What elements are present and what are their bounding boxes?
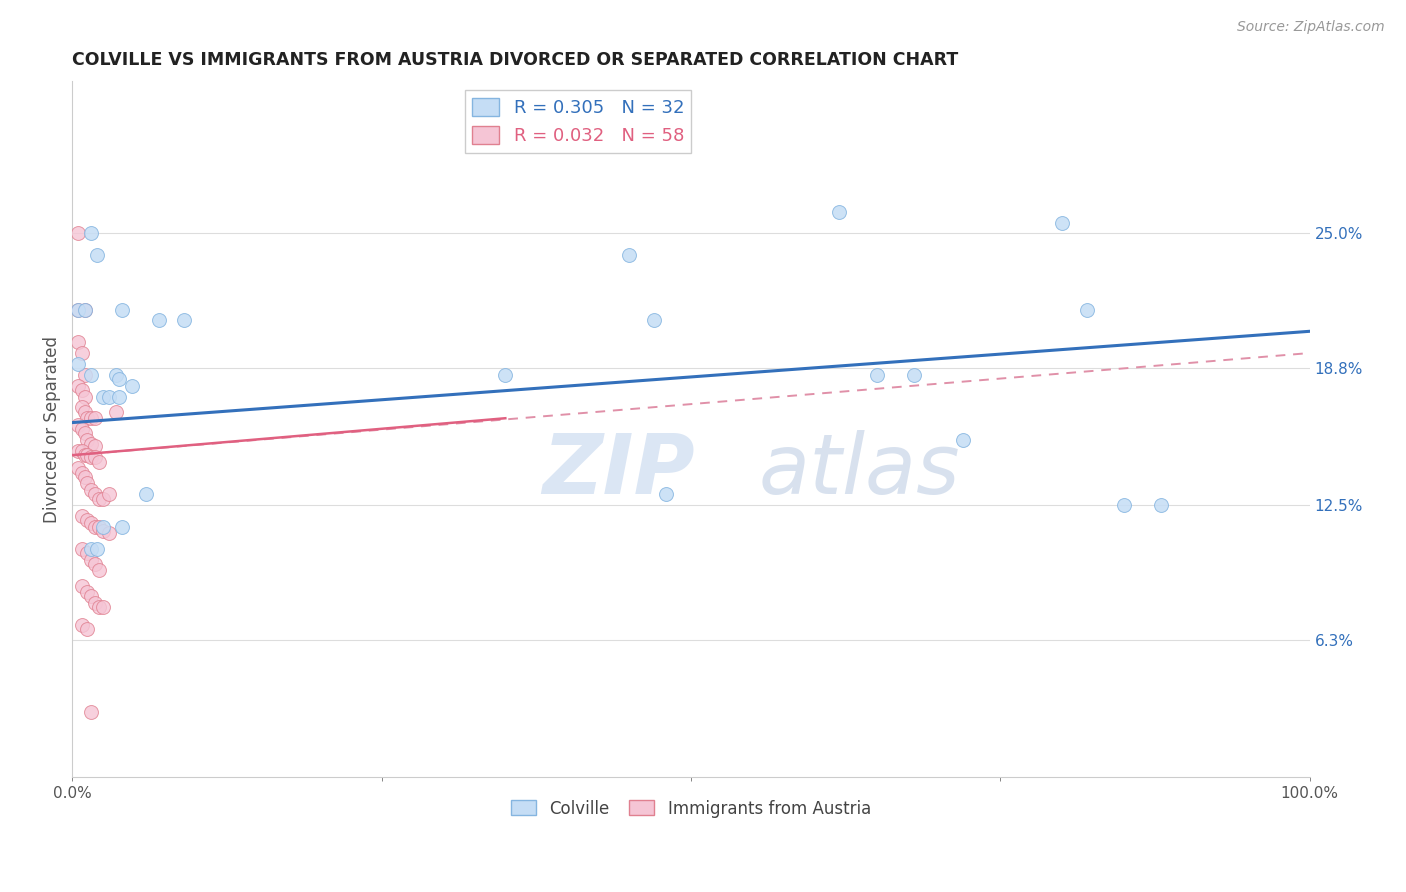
Point [67, 417, 90, 432]
Point [80, 411, 103, 425]
Point [111, 302, 134, 317]
Y-axis label: Divorced or Separated: Divorced or Separated [44, 335, 60, 523]
Point [76, 585, 98, 599]
Point [89, 563, 111, 577]
Point [80, 590, 103, 604]
Point [98, 526, 121, 541]
Point [76, 622, 98, 636]
Point [80, 705, 103, 719]
Point [67, 378, 90, 392]
Point [70, 509, 93, 524]
Point [91, 600, 114, 615]
Point [67, 302, 90, 317]
Point [903, 368, 925, 382]
Point [73, 470, 96, 484]
Point [73, 302, 96, 317]
Point [80, 450, 103, 465]
Text: atlas: atlas [759, 430, 960, 511]
Point [89, 455, 111, 469]
Point [148, 313, 170, 327]
Point [83, 596, 105, 610]
Point [828, 204, 851, 219]
Point [70, 346, 93, 360]
Point [73, 390, 96, 404]
Point [80, 541, 103, 556]
Point [89, 520, 111, 534]
Point [67, 302, 90, 317]
Point [83, 487, 105, 501]
Point [70, 383, 93, 397]
Point [70, 541, 93, 556]
Point [76, 433, 98, 447]
Point [73, 426, 96, 441]
Point [952, 433, 974, 447]
Point [91, 491, 114, 506]
Point [104, 405, 127, 419]
Point [1076, 302, 1098, 317]
Point [80, 516, 103, 530]
Point [108, 372, 131, 386]
Point [494, 368, 516, 382]
Point [86, 541, 108, 556]
Point [70, 617, 93, 632]
Point [1112, 498, 1135, 512]
Point [104, 368, 127, 382]
Point [173, 313, 195, 327]
Point [89, 600, 111, 615]
Point [67, 443, 90, 458]
Text: COLVILLE VS IMMIGRANTS FROM AUSTRIA DIVORCED OR SEPARATED CORRELATION CHART: COLVILLE VS IMMIGRANTS FROM AUSTRIA DIVO… [72, 51, 959, 69]
Point [643, 313, 665, 327]
Point [67, 357, 90, 371]
Point [1150, 498, 1173, 512]
Point [1050, 216, 1073, 230]
Point [91, 390, 114, 404]
Point [83, 557, 105, 571]
Point [73, 448, 96, 462]
Text: ZIP: ZIP [543, 430, 695, 511]
Legend: Colville, Immigrants from Austria: Colville, Immigrants from Austria [505, 793, 877, 824]
Point [70, 422, 93, 436]
Point [76, 448, 98, 462]
Point [111, 520, 134, 534]
Point [70, 579, 93, 593]
Point [80, 227, 103, 241]
Point [83, 450, 105, 465]
Point [86, 248, 108, 262]
Point [83, 520, 105, 534]
Point [80, 368, 103, 382]
Point [89, 491, 111, 506]
Point [70, 443, 93, 458]
Point [121, 378, 143, 392]
Point [67, 461, 90, 475]
Point [865, 368, 887, 382]
Point [80, 437, 103, 451]
Point [83, 440, 105, 454]
Point [108, 390, 131, 404]
Point [67, 335, 90, 350]
Point [76, 411, 98, 425]
Point [76, 513, 98, 527]
Text: Source: ZipAtlas.com: Source: ZipAtlas.com [1237, 20, 1385, 34]
Point [80, 483, 103, 497]
Point [83, 411, 105, 425]
Point [73, 302, 96, 317]
Point [73, 405, 96, 419]
Point [70, 466, 93, 480]
Point [617, 248, 640, 262]
Point [91, 520, 114, 534]
Point [76, 546, 98, 560]
Point [67, 227, 90, 241]
Point [91, 524, 114, 539]
Point [135, 487, 157, 501]
Point [70, 401, 93, 415]
Point [655, 487, 678, 501]
Point [73, 368, 96, 382]
Point [76, 476, 98, 491]
Point [98, 390, 121, 404]
Point [80, 552, 103, 566]
Point [98, 487, 121, 501]
